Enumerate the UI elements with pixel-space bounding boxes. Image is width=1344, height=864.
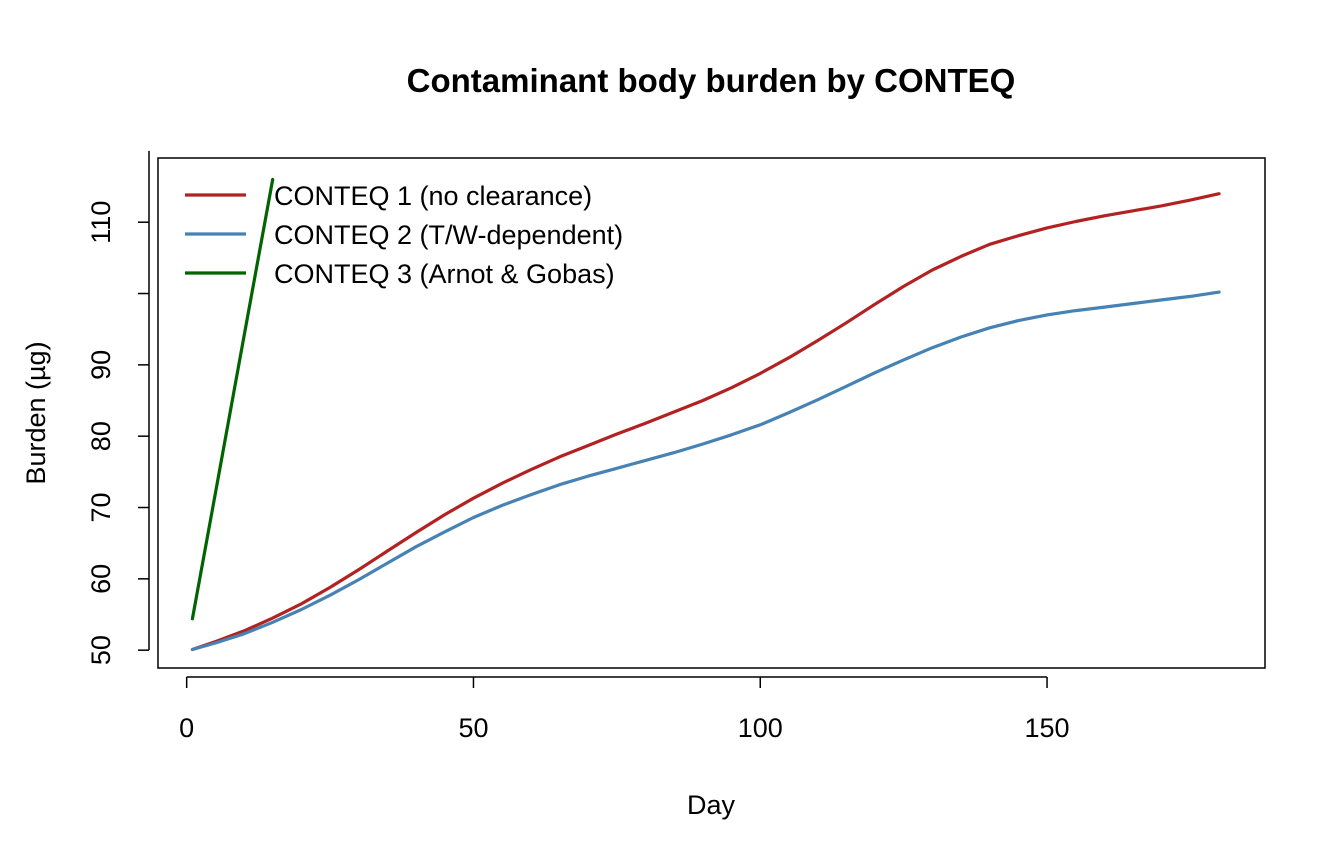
x-axis-label: Day	[687, 790, 736, 820]
y-tick-label: 90	[86, 350, 116, 380]
legend-label-3: CONTEQ 3 (Arnot & Gobas)	[274, 259, 615, 289]
x-tick-label: 150	[1025, 713, 1070, 743]
chart-title: Contaminant body burden by CONTEQ	[407, 62, 1016, 99]
legend: CONTEQ 1 (no clearance) CONTEQ 2 (T/W-dep…	[185, 181, 623, 289]
x-tick-label: 0	[179, 713, 194, 743]
y-tick-label: 110	[86, 201, 116, 244]
series-line-1	[190, 192, 1221, 652]
legend-label-2: CONTEQ 2 (T/W-dependent)	[274, 220, 623, 250]
series-layer	[190, 177, 1221, 652]
x-tick-label: 100	[738, 713, 783, 743]
x-axis: 0 50 100 150	[179, 676, 1070, 743]
series-line-3	[190, 177, 275, 621]
y-axis: 50 60 70 80 90 110	[86, 150, 150, 665]
y-tick-label: 60	[86, 564, 116, 594]
plot-frame	[157, 157, 1266, 669]
legend-label-1: CONTEQ 1 (no clearance)	[274, 181, 592, 211]
y-tick-label: 50	[86, 635, 116, 665]
y-axis-label: Burden (µg)	[21, 341, 51, 484]
series-line-2	[190, 290, 1221, 652]
y-tick-label: 80	[86, 421, 116, 451]
y-tick-label: 70	[86, 492, 116, 522]
x-tick-label: 50	[458, 713, 488, 743]
